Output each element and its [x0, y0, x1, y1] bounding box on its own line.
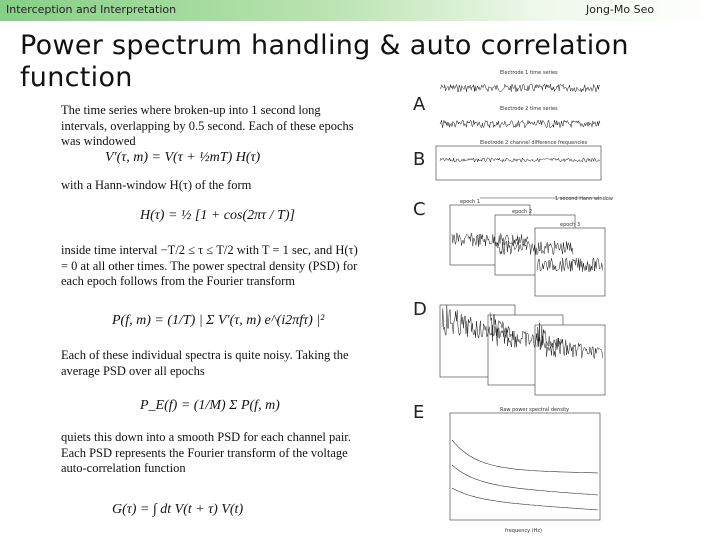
figure-caption: Raw power spectral density	[500, 407, 569, 413]
figure-caption: epoch 2	[512, 209, 532, 215]
frame	[534, 324, 606, 396]
equation: P_E(f) = (1/M) Σ P(f, m)	[140, 398, 280, 413]
panel-frames	[435, 145, 606, 521]
panel-letter: B	[413, 149, 425, 170]
psd-curve	[451, 487, 599, 511]
paragraph: Each of these individual spectra is quit…	[61, 348, 349, 378]
panel-letter: E	[413, 402, 424, 423]
figure-caption: Electrode 1 time series	[500, 70, 558, 76]
figure-caption: 1 second Hann window	[555, 196, 613, 202]
frame	[449, 412, 601, 521]
psd-curve	[451, 439, 598, 474]
header-bar	[0, 0, 720, 21]
slide-title: Power spectrum handling & auto correlati…	[20, 30, 629, 93]
frame	[435, 145, 602, 181]
figure-caption: Electrode 2 time series	[500, 106, 558, 112]
header-section: Interception and Interpretation	[6, 3, 177, 16]
figure-caption: frequency (Hz)	[505, 528, 542, 534]
figure-caption: epoch 3	[560, 222, 580, 228]
spectrum	[441, 305, 513, 340]
equation: P(f, m) = (1/T) | Σ V′(τ, m) e^(i2πfτ) |…	[112, 313, 325, 328]
spectrum	[489, 312, 561, 349]
paragraph: quiets this down into a smooth PSD for e…	[61, 430, 351, 475]
spectrum	[536, 322, 603, 360]
panel-letter: A	[413, 94, 426, 115]
header-author: Jong-Mo Seo	[586, 3, 655, 16]
equation: H(τ) = ½ [1 + cos(2πτ / T)]	[140, 208, 295, 223]
panel-letter: D	[413, 299, 427, 320]
trace	[496, 240, 574, 256]
equation: V′(τ, m) = V(τ + ½mT) H(τ)	[105, 150, 261, 165]
paragraph: inside time interval −T/2 ≤ τ ≤ T/2 with…	[61, 243, 358, 288]
figure-caption: epoch 1	[460, 199, 480, 205]
trace	[439, 157, 601, 163]
trace	[451, 232, 529, 247]
figure-caption: Electrode 2 channel difference frequenci…	[480, 140, 588, 146]
trace	[536, 257, 603, 272]
paragraph: The time series where broken-up into 1 s…	[61, 103, 354, 148]
equation: G(τ) = ∫ dt V(t + τ) V(t)	[112, 502, 244, 517]
trace	[439, 119, 601, 129]
paragraph: with a Hann-window H(τ) of the form	[61, 178, 252, 192]
psd-curve	[451, 464, 599, 496]
panel-letter: C	[413, 199, 426, 220]
trace	[439, 83, 601, 93]
